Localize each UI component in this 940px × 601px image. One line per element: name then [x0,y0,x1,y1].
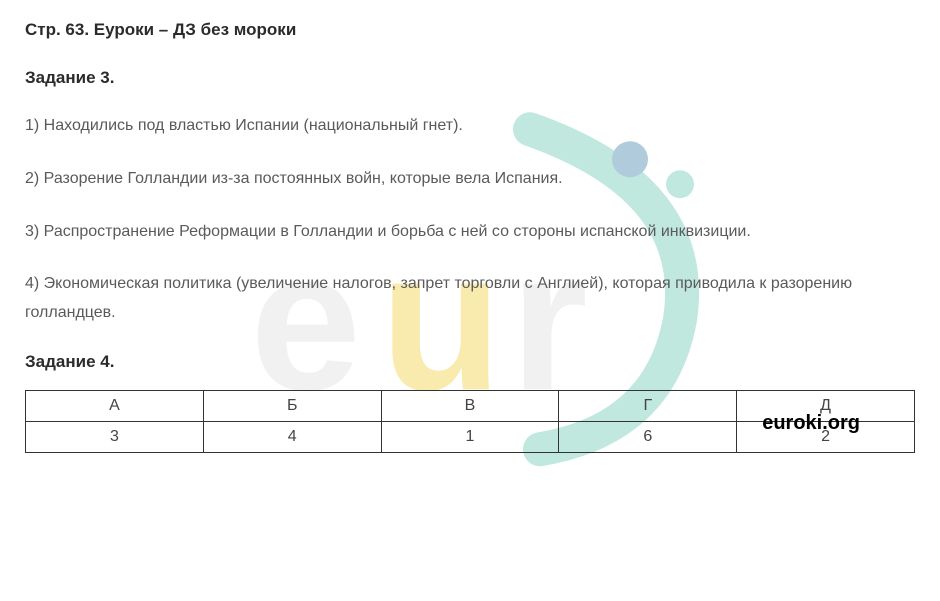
task3-item: 2) Разорение Голландии из-за постоянных … [25,165,915,194]
task3-item: 4) Экономическая политика (увеличение на… [25,270,915,328]
table-header-cell: А [26,390,204,421]
table-header-cell: Г [559,390,737,421]
table-cell: 1 [381,421,559,452]
table-cell: 6 [559,421,737,452]
watermark-text: euroki.org [762,412,860,435]
table-header-cell: В [381,390,559,421]
table-cell: 3 [26,421,204,452]
table-header-cell: Б [203,390,381,421]
task3-heading: Задание 3. [25,68,915,88]
table-cell: 4 [203,421,381,452]
task3-item: 1) Находились под властью Испании (нацио… [25,112,915,141]
task4-heading: Задание 4. [25,352,915,372]
task3-item: 3) Распространение Реформации в Голланди… [25,218,915,247]
page-title: Стр. 63. Еуроки – ДЗ без мороки [25,20,915,40]
document-content: Стр. 63. Еуроки – ДЗ без мороки Задание … [25,20,915,453]
